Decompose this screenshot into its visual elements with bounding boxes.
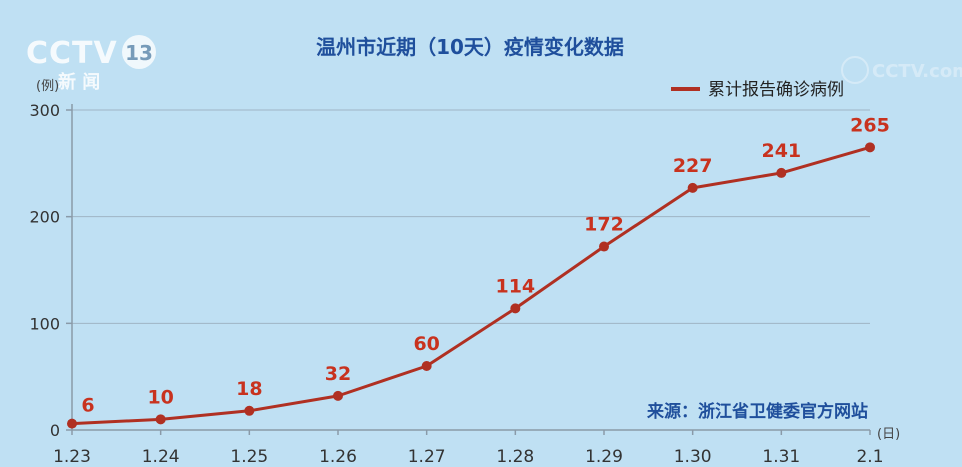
y-unit-label: (例) bbox=[36, 79, 59, 94]
data-label: 265 bbox=[850, 114, 890, 136]
x-tick-label: 1.30 bbox=[674, 447, 712, 467]
data-label: 227 bbox=[673, 155, 713, 177]
x-tick-label: 1.31 bbox=[762, 447, 800, 467]
svg-text:CCTV: CCTV bbox=[26, 36, 118, 71]
chart-title: 温州市近期（10天）疫情变化数据 bbox=[316, 35, 624, 59]
y-tick-label: 0 bbox=[50, 421, 60, 440]
y-tick-label: 200 bbox=[29, 208, 60, 227]
data-label: 32 bbox=[325, 363, 351, 385]
data-point bbox=[776, 167, 787, 178]
svg-text:CCTV.com: CCTV.com bbox=[872, 61, 962, 82]
svg-text:13: 13 bbox=[125, 41, 153, 65]
x-tick-label: 1.24 bbox=[142, 447, 180, 467]
series-line bbox=[71, 145, 871, 426]
x-tick-label: 1.28 bbox=[496, 447, 534, 467]
x-tick-label: 1.26 bbox=[319, 447, 357, 467]
legend: 累计报告确诊病例 bbox=[671, 80, 844, 100]
legend-label: 累计报告确诊病例 bbox=[708, 80, 844, 100]
x-tick-label: 1.27 bbox=[408, 447, 446, 467]
data-point bbox=[687, 182, 698, 193]
data-label: 10 bbox=[147, 386, 173, 408]
y-tick-label: 100 bbox=[29, 314, 60, 333]
data-label: 6 bbox=[81, 395, 94, 417]
data-label: 60 bbox=[413, 333, 439, 355]
data-point bbox=[510, 303, 521, 314]
x-axis: 1.23 1.24 1.25 1.26 1.27 1.28 1.29 1.30 1.31 2.1 bbox=[53, 429, 884, 467]
gridlines bbox=[72, 109, 870, 324]
data-point bbox=[244, 405, 255, 416]
data-label: 114 bbox=[495, 275, 535, 297]
data-label: 241 bbox=[761, 140, 801, 162]
y-tick-label: 300 bbox=[29, 101, 60, 120]
data-point bbox=[865, 142, 875, 153]
data-point bbox=[333, 390, 343, 401]
data-labels: 6 10 18 32 60 114 172 227 241 265 bbox=[81, 114, 889, 416]
data-point bbox=[421, 361, 432, 371]
svg-text:新 闻: 新 闻 bbox=[58, 71, 100, 93]
watermark: CCTV.com bbox=[841, 56, 962, 84]
data-point bbox=[67, 418, 77, 429]
data-label: 172 bbox=[584, 214, 624, 236]
source-note: 来源：浙江省卫健委官方网站 bbox=[646, 401, 868, 422]
x-tick-label: 1.29 bbox=[585, 447, 623, 467]
x-tick-label: 2.1 bbox=[856, 447, 883, 467]
x-unit-label: (日) bbox=[877, 427, 900, 442]
data-point bbox=[599, 241, 609, 252]
cctv-logo: CCTV 13 新 闻 bbox=[26, 35, 156, 93]
x-tick-label: 1.23 bbox=[53, 447, 91, 467]
y-axis: 0 100 200 300 bbox=[29, 101, 73, 440]
data-label: 18 bbox=[236, 378, 262, 400]
series-cumulative-cases bbox=[67, 142, 875, 429]
x-tick-label: 1.25 bbox=[230, 447, 268, 467]
data-point bbox=[155, 414, 166, 425]
